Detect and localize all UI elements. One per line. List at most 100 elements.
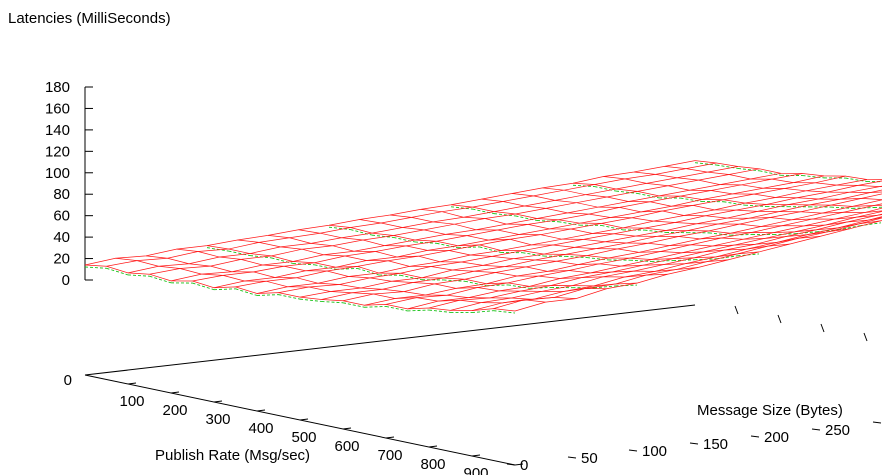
x-tick-label: 800 [420,456,445,473]
y-tick-mark [872,421,882,424]
surface-underside [350,229,373,236]
surface-underside [321,301,344,304]
surface-underside [615,190,638,194]
chart-title: Latencies (MilliSeconds) [8,10,171,27]
surface-underside [493,310,516,314]
x-tick-mark [256,409,266,412]
surface-underside [859,222,882,227]
surface-underside [507,284,530,289]
x-tick-mark [342,427,352,430]
surface-column-line [471,216,882,311]
surface-mesh [84,160,882,314]
surface-column-line [428,211,882,309]
x-tick-mark [170,391,180,394]
surface-underside [271,257,294,264]
x-axis-label: Publish Rate (Msg/sec) [155,447,310,464]
z-tick-label: 20 [53,251,70,268]
x-tick-label: 200 [162,402,187,419]
surface-underside [249,255,272,259]
surface-underside [615,284,638,287]
z-tick-label: 0 [62,272,70,289]
surface-row-line [389,214,821,247]
x-tick-label: 900 [463,465,488,475]
surface-underside [680,197,703,202]
surface-underside [428,309,451,313]
surface-underside [716,164,739,169]
surface-underside [371,234,394,238]
surface-column-line [213,175,825,289]
surface-underside [594,186,617,192]
surface-underside [629,259,652,262]
surface-underside [464,280,487,287]
surface-column-line [256,179,868,294]
y-tick-mark [811,428,821,431]
z-tick-label: 80 [53,186,70,203]
surface-underside [593,285,616,289]
surface-underside [794,231,817,235]
y-axis-label: Message Size (Bytes) [697,402,843,419]
surface-underside [694,162,717,166]
z-tick-label: 180 [45,79,70,96]
x-tick-label: 500 [291,429,316,446]
surface-underside [586,257,609,261]
surface-underside [708,232,731,236]
surface-underside [522,252,545,257]
surface-underside [515,215,538,221]
surface-underside [471,310,494,314]
surface-underside [830,206,853,209]
surface-column-line [321,189,882,300]
surface-underside [493,213,516,217]
y-tick-mark [689,442,699,445]
x-tick-label: 600 [334,438,359,455]
surface-underside [837,225,860,231]
surface-column-line [170,172,782,282]
y-tick-mark [567,456,577,459]
surface-column-line [106,162,717,267]
surface-underside [565,255,588,259]
surface-underside [328,226,351,230]
surface-column-line [514,220,882,312]
surface-column-line [278,180,882,293]
y-tick-label: 50 [581,450,598,467]
surface-underside [472,208,495,215]
z-tick-label: 100 [45,165,70,182]
y-tick-label: 150 [703,436,728,453]
y-axis-line [84,304,696,376]
surface-underside [228,250,251,256]
surface-column-line [84,160,696,266]
x-tick-mark-back [820,323,825,333]
surface-underside [715,255,738,260]
y-tick-label: 250 [825,422,850,439]
surface-underside [572,184,595,187]
x-tick-mark [385,436,395,439]
surface-underside [342,302,365,308]
surface-column-line [299,185,882,298]
x-tick-label: 400 [248,420,273,437]
x-tick-mark [299,418,309,421]
x-tick-mark [471,454,481,457]
surface-row-line [664,165,882,188]
surface-underside [235,288,258,296]
surface-underside [529,287,552,289]
surface-underside [206,247,229,252]
surface-underside [723,201,746,206]
z-tick-label: 160 [45,100,70,117]
surface-underside [450,206,473,210]
surface-column-line [407,207,882,310]
surface-underside [637,192,660,199]
surface-underside [127,274,150,277]
surface-underside [744,204,767,207]
surface-column-line [192,173,803,282]
origin-label: 0 [64,372,72,389]
surface-underside [385,305,408,312]
surface-underside [486,284,509,287]
tick-labels: 1002003004005006007008009001000050100150… [45,79,850,475]
surface-underside [84,266,107,269]
surface-underside [149,275,172,284]
surface-underside [644,229,667,233]
surface-underside [479,246,502,253]
z-tick-label: 140 [45,122,70,139]
surface-underside [601,224,624,231]
surface-underside [737,168,760,172]
x-tick-mark-back [777,314,782,324]
